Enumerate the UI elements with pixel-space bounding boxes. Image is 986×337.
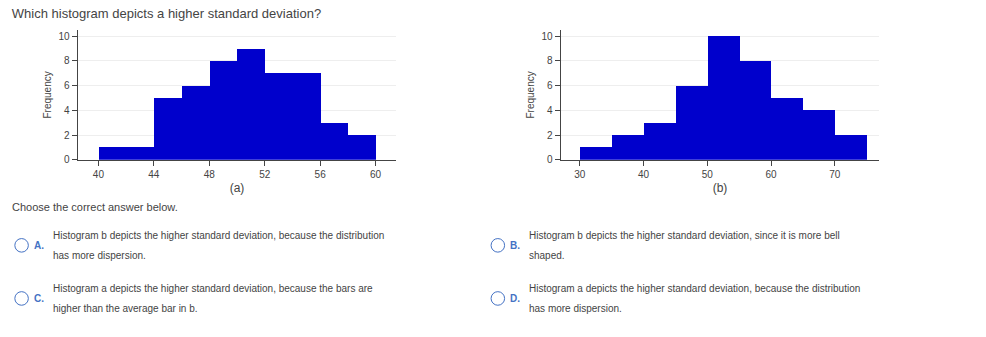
svg-text:10: 10 (541, 31, 553, 42)
svg-text:D.: D. (510, 293, 520, 304)
svg-text:Choose the correct answer belo: Choose the correct answer below. (12, 201, 178, 213)
svg-text:Which histogram depicts a high: Which histogram depicts a higher standar… (12, 6, 321, 21)
svg-text:50: 50 (702, 169, 714, 180)
svg-text:2: 2 (547, 130, 553, 141)
svg-text:8: 8 (547, 55, 553, 66)
svg-text:44: 44 (148, 169, 160, 180)
svg-text:shaped.: shaped. (529, 250, 565, 261)
svg-text:(a): (a) (230, 181, 245, 195)
svg-text:4: 4 (547, 105, 553, 116)
svg-text:10: 10 (58, 31, 70, 42)
svg-text:0: 0 (64, 154, 70, 165)
svg-text:70: 70 (829, 169, 841, 180)
svg-text:56: 56 (315, 169, 327, 180)
svg-text:6: 6 (547, 80, 553, 91)
svg-text:C.: C. (34, 293, 44, 304)
svg-text:40: 40 (638, 169, 650, 180)
svg-text:48: 48 (204, 169, 216, 180)
svg-text:6: 6 (64, 80, 70, 91)
svg-text:Frequency: Frequency (525, 71, 536, 118)
svg-text:2: 2 (64, 130, 70, 141)
svg-text:4: 4 (64, 105, 70, 116)
svg-text:30: 30 (574, 169, 586, 180)
svg-text:(b): (b) (713, 181, 728, 195)
svg-text:8: 8 (64, 55, 70, 66)
svg-text:60: 60 (765, 169, 777, 180)
svg-text:40: 40 (93, 169, 105, 180)
svg-text:Histogram b depicts the higher: Histogram b depicts the higher standard … (53, 230, 384, 241)
svg-text:higher than the average bar in: higher than the average bar in b. (53, 303, 198, 314)
svg-text:has more dispersion.: has more dispersion. (53, 250, 146, 261)
svg-text:Histogram a depicts the higher: Histogram a depicts the higher standard … (529, 283, 860, 294)
svg-text:B.: B. (510, 240, 520, 251)
svg-text:Frequency: Frequency (42, 71, 53, 118)
svg-text:60: 60 (370, 169, 382, 180)
svg-text:Histogram b depicts the higher: Histogram b depicts the higher standard … (529, 230, 840, 241)
svg-text:52: 52 (259, 169, 271, 180)
svg-text:Histogram a depicts the higher: Histogram a depicts the higher standard … (53, 283, 373, 294)
svg-text:has more dispersion.: has more dispersion. (529, 303, 622, 314)
svg-text:A.: A. (34, 240, 44, 251)
svg-text:0: 0 (547, 154, 553, 165)
